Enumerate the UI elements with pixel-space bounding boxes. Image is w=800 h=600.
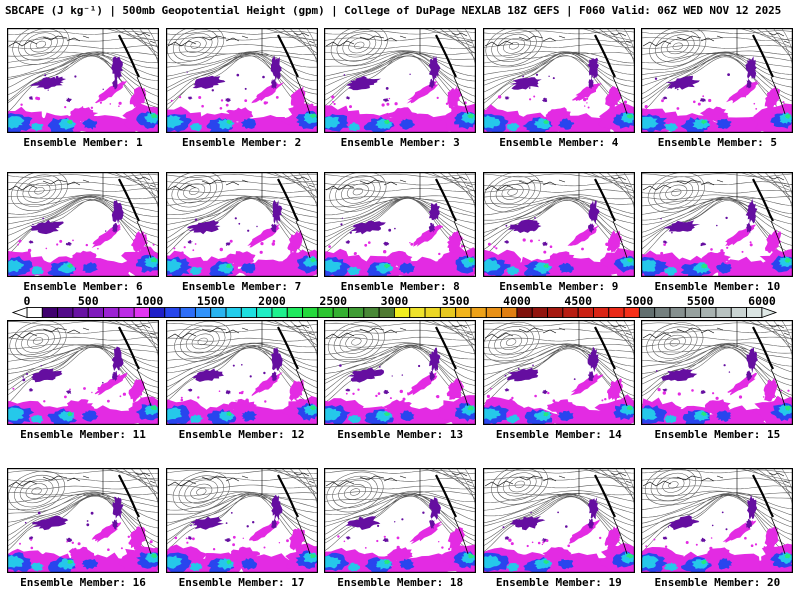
ensemble-panel xyxy=(324,172,477,277)
ensemble-panel xyxy=(165,468,318,573)
ensemble-member-label: Ensemble Member: 11 xyxy=(20,428,146,441)
colorbar-tick: 1500 xyxy=(196,294,225,308)
ensemble-member-label: Ensemble Member: 20 xyxy=(654,576,781,589)
ensemble-member-label: Ensemble Member: 19 xyxy=(495,576,622,589)
ensemble-panel xyxy=(324,28,477,133)
ensemble-map xyxy=(7,172,159,277)
colorbar-tick: 4000 xyxy=(503,294,531,308)
colorbar-tick: 5000 xyxy=(625,294,654,308)
ensemble-map xyxy=(641,320,794,425)
ensemble-member-label: Ensemble Member: 10 xyxy=(654,280,781,293)
ensemble-panel xyxy=(641,320,794,425)
ensemble-map xyxy=(165,28,318,133)
ensemble-panel xyxy=(482,468,635,573)
ensemble-member-label: Ensemble Member: 6 xyxy=(23,280,143,293)
colorbar-tick: 3500 xyxy=(441,294,470,308)
colorbar-tick: 3000 xyxy=(380,294,409,308)
ensemble-map xyxy=(482,28,635,133)
ensemble-map xyxy=(7,28,159,133)
ensemble-map xyxy=(641,28,794,133)
ensemble-member-label: Ensemble Member: 9 xyxy=(499,280,619,293)
ensemble-map xyxy=(165,468,318,573)
ensemble-map xyxy=(324,172,477,277)
ensemble-panel xyxy=(482,320,635,425)
ensemble-member-label: Ensemble Member: 15 xyxy=(654,428,781,441)
ensemble-panel xyxy=(165,28,318,133)
ensemble-member-label: Ensemble Member: 4 xyxy=(499,136,619,149)
ensemble-panel xyxy=(482,28,635,133)
colorbar-tick: 500 xyxy=(77,294,99,308)
product-title-bar: SBCAPE (J kg⁻¹) | 500mb Geopotential Hei… xyxy=(5,4,782,17)
colorbar-tick: 6000 xyxy=(748,294,776,308)
ensemble-member-label: Ensemble Member: 7 xyxy=(181,280,302,293)
ensemble-map xyxy=(7,468,159,573)
ensemble-panel xyxy=(641,172,794,277)
ensemble-map xyxy=(324,468,477,573)
ensemble-map xyxy=(641,468,794,573)
ensemble-panel xyxy=(7,320,159,425)
ensemble-member-label: Ensemble Member: 8 xyxy=(340,280,460,293)
ensemble-member-label: Ensemble Member: 17 xyxy=(178,576,305,589)
ensemble-panel xyxy=(7,468,159,573)
ensemble-member-label: Ensemble Member: 12 xyxy=(178,428,305,441)
ensemble-member-label: Ensemble Member: 5 xyxy=(657,136,777,149)
ensemble-panel xyxy=(641,468,794,573)
colorbar-tick: 2000 xyxy=(258,294,286,308)
ensemble-map xyxy=(641,172,794,277)
ensemble-member-label: Ensemble Member: 18 xyxy=(337,576,464,589)
ensemble-panel xyxy=(7,172,159,277)
ensemble-member-label: Ensemble Member: 3 xyxy=(340,136,460,149)
colorbar-tick: 5500 xyxy=(686,294,715,308)
ensemble-member-label: Ensemble Member: 1 xyxy=(23,136,143,149)
ensemble-map xyxy=(324,28,477,133)
ensemble-panel xyxy=(324,320,477,425)
ensemble-map xyxy=(7,320,159,425)
ensemble-map xyxy=(482,320,635,425)
colorbar-tick-labels: 0 500 1000 1500 2000 2500 3000 3500 4000 4500 5000… xyxy=(0,294,800,308)
ensemble-map xyxy=(165,320,318,425)
ensemble-panel xyxy=(482,172,635,277)
ensemble-map xyxy=(165,172,318,277)
ensemble-panel xyxy=(7,28,159,133)
colorbar-tick: 4500 xyxy=(564,294,593,308)
ensemble-map xyxy=(482,172,635,277)
ensemble-member-label: Ensemble Member: 13 xyxy=(337,428,464,441)
ensemble-map xyxy=(324,320,477,425)
ensemble-member-label: Ensemble Member: 16 xyxy=(20,576,146,589)
ensemble-panel xyxy=(165,320,318,425)
colorbar-tick: 0 xyxy=(23,294,31,308)
ensemble-member-label: Ensemble Member: 2 xyxy=(181,136,302,149)
colorbar-tick: 2500 xyxy=(319,294,348,308)
ensemble-panel xyxy=(324,468,477,573)
ensemble-map xyxy=(482,468,635,573)
cape-colorbar xyxy=(11,306,778,319)
ensemble-member-label: Ensemble Member: 14 xyxy=(495,428,622,441)
colorbar-tick: 1000 xyxy=(135,294,164,308)
ensemble-panel xyxy=(641,28,794,133)
ensemble-panel xyxy=(165,172,318,277)
